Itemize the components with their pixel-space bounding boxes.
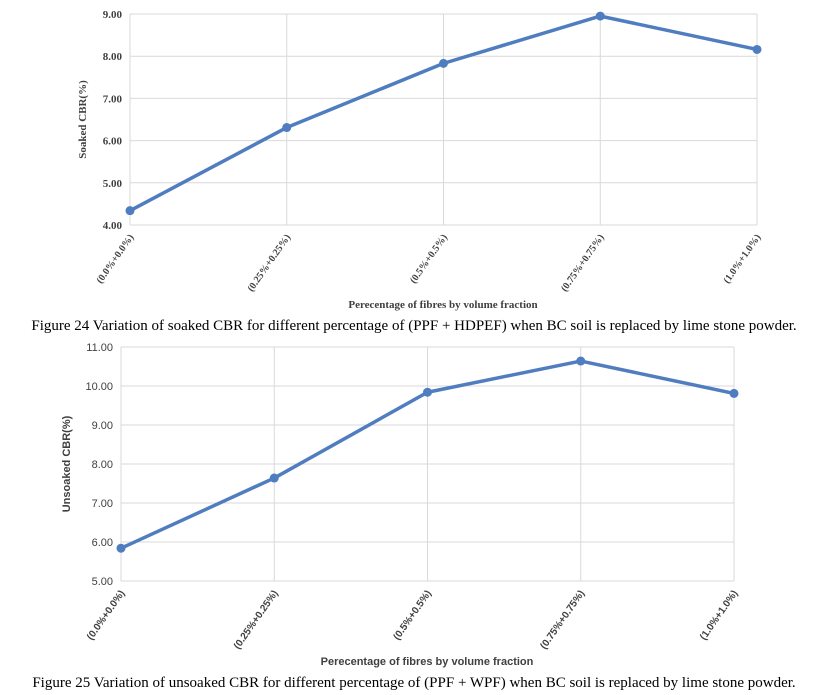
unsoaked-cbr-line-chart: 5.00 6.00 7.00 8.00 9.00 10.00 11.00 (0.0%+0.0%… <box>61 342 740 668</box>
y-axis-title: Soaked CBR(%) <box>77 80 89 159</box>
data-point <box>423 387 432 397</box>
y-tick-label: 9.00 <box>92 420 113 432</box>
x-tick-label: (0.0%+0.0%) <box>95 232 137 285</box>
x-tick-label: (0.75%+0.75%) <box>559 232 607 293</box>
data-point <box>752 44 762 54</box>
y-tick-label: 10.00 <box>85 381 113 393</box>
y-tick-label: 9.00 <box>103 9 123 21</box>
data-point <box>439 58 448 68</box>
x-axis-title: Perecentage of fibres by volume fraction <box>348 299 537 311</box>
soaked-cbr-line-chart: 4.00 5.00 6.00 7.00 8.00 9.00 (0.0%+0.0%) (0.25… <box>77 9 764 311</box>
y-axis-title: Unsoaked CBR(%) <box>61 415 73 512</box>
y-tick-label: 5.00 <box>103 178 123 190</box>
y-tick-label: 7.00 <box>103 93 123 105</box>
x-tick-label: (0.5%+0.5%) <box>392 588 434 642</box>
x-tick-label: (1.0%+1.0%) <box>722 232 764 285</box>
data-point <box>125 206 135 216</box>
figure-25-caption: Figure 25 Variation of unsoaked CBR for … <box>32 675 796 691</box>
y-tick-label: 8.00 <box>103 51 123 63</box>
x-tick-label: (0.0%+0.0%) <box>85 588 127 642</box>
x-tick-label: (0.25%+0.25%) <box>246 232 294 293</box>
y-tick-label: 6.00 <box>103 136 123 148</box>
figure-24-chart: 4.00 5.00 6.00 7.00 8.00 9.00 (0.0%+0.0%) (0.25… <box>0 0 828 311</box>
y-tick-label: 6.00 <box>92 537 113 549</box>
y-tick-label: 7.00 <box>92 498 113 510</box>
data-point <box>729 388 739 398</box>
figure-25-chart: 5.00 6.00 7.00 8.00 9.00 10.00 11.00 (0.0%+0.0%… <box>0 337 828 668</box>
x-tick-label: (0.75%+0.75%) <box>538 588 587 651</box>
x-tick-label: (0.5%+0.5%) <box>408 232 450 285</box>
x-tick-label: (0.25%+0.25%) <box>232 588 281 651</box>
y-tick-label: 5.00 <box>92 576 113 588</box>
y-tick-label: 11.00 <box>86 342 113 354</box>
data-point <box>282 123 292 133</box>
y-tick-label: 8.00 <box>92 459 113 471</box>
data-point <box>269 473 279 483</box>
data-point <box>595 11 605 21</box>
x-axis-title: Perecentage of fibres by volume fraction <box>321 656 534 668</box>
data-point <box>116 543 126 553</box>
x-tick-label: (1.0%+1.0%) <box>698 588 740 642</box>
y-tick-label: 4.00 <box>103 220 123 232</box>
figure-24-caption: Figure 24 Variation of soaked CBR for di… <box>31 318 797 334</box>
data-point <box>576 356 586 366</box>
